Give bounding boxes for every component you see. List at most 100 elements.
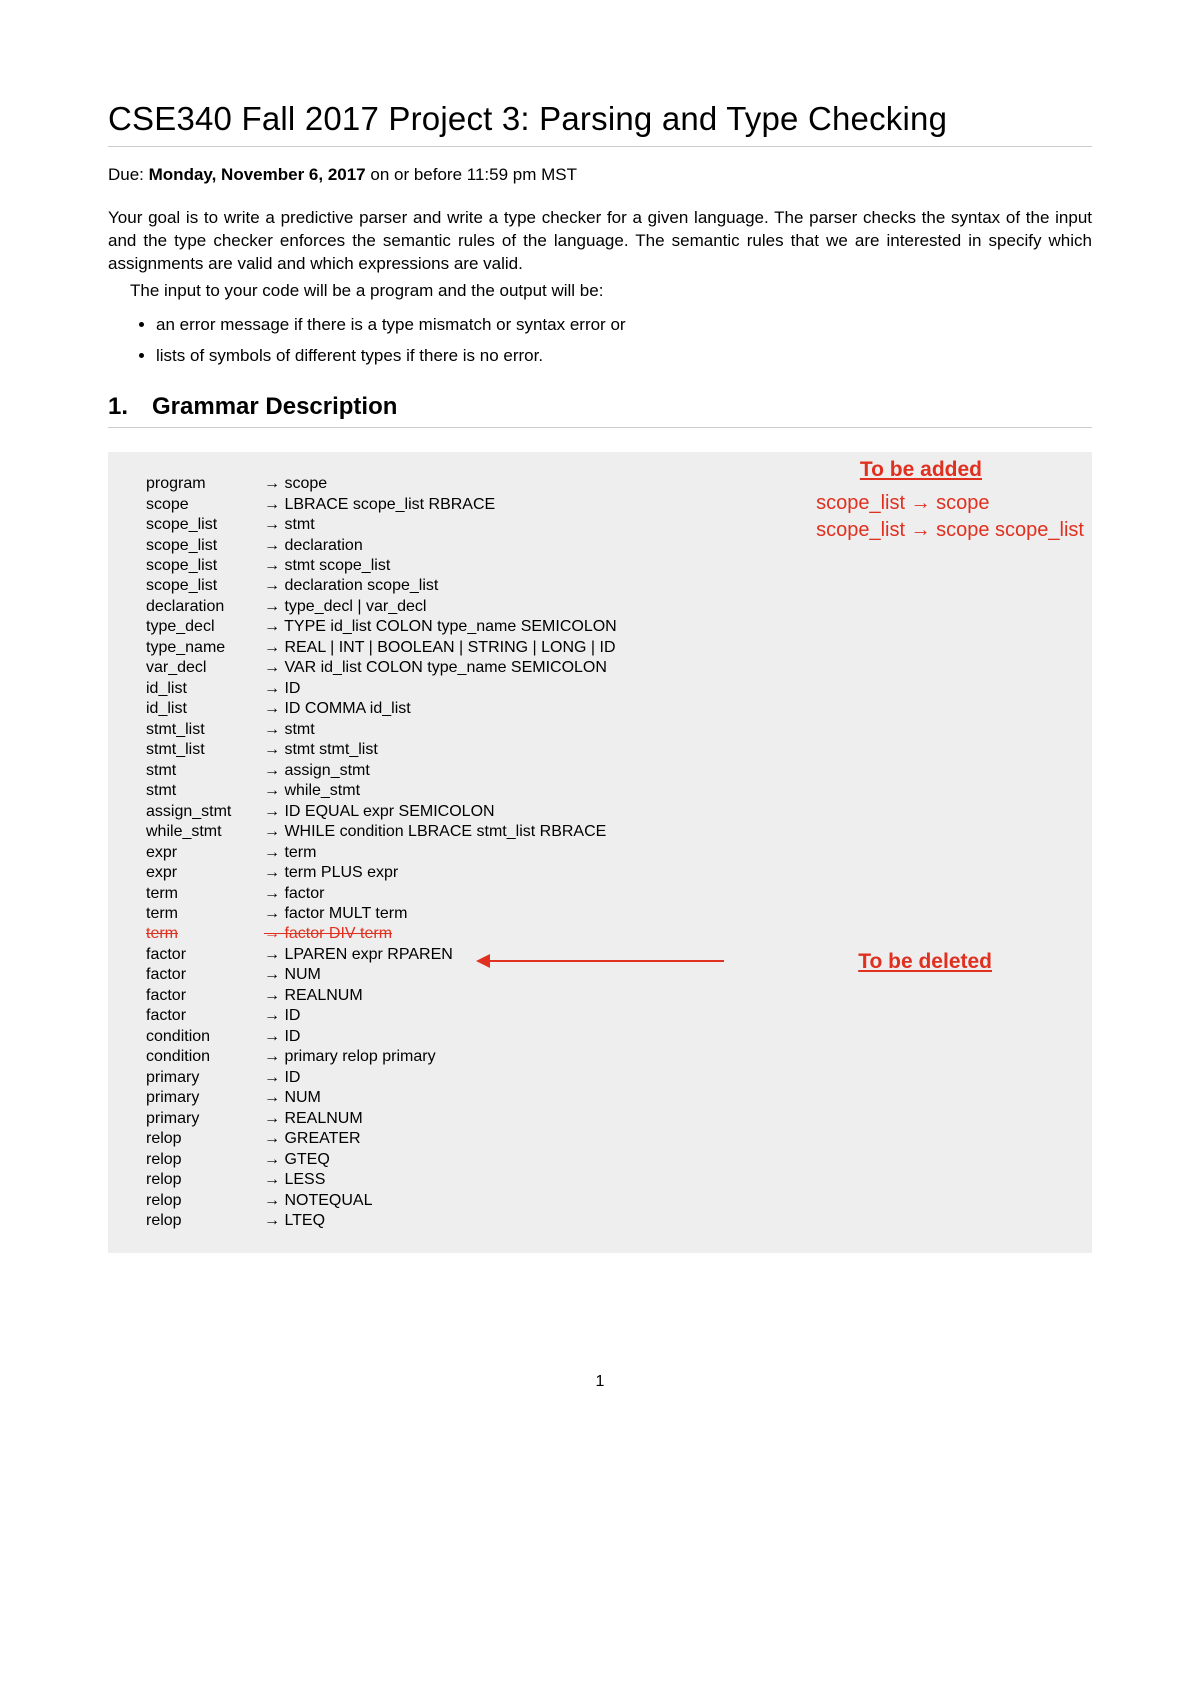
grammar-lhs: relop [146,1211,264,1231]
grammar-lhs: term [146,924,264,944]
grammar-lhs: stmt_list [146,720,264,740]
grammar-block: To be added scope_list → scope scope_lis… [108,452,1092,1253]
grammar-lhs: scope_list [146,515,264,535]
grammar-rhs: → factor [264,884,1054,904]
grammar-lhs: stmt [146,781,264,801]
grammar-rule: primary→ NUM [146,1088,1054,1108]
grammar-lhs: factor [146,945,264,965]
grammar-lhs: condition [146,1047,264,1067]
grammar-rhs: → stmt stmt_list [264,740,1054,760]
intro-paragraph-2: The input to your code will be a program… [108,280,1092,303]
bullet-item: lists of symbols of different types if t… [156,342,1092,369]
grammar-rule: term→ factor DIV term [146,924,1054,944]
grammar-lhs: factor [146,986,264,1006]
grammar-rhs: → LTEQ [264,1211,1054,1231]
grammar-lhs: id_list [146,699,264,719]
grammar-rule: id_list→ ID COMMA id_list [146,699,1054,719]
grammar-rule: relop→ LTEQ [146,1211,1054,1231]
grammar-rule: stmt→ assign_stmt [146,761,1054,781]
grammar-lhs: scope_list [146,576,264,596]
grammar-rhs: → GREATER [264,1129,1054,1149]
grammar-rule: stmt_list→ stmt stmt_list [146,740,1054,760]
grammar-rule: condition→ primary relop primary [146,1047,1054,1067]
grammar-lhs: stmt [146,761,264,781]
grammar-rule: condition→ ID [146,1027,1054,1047]
grammar-lhs: assign_stmt [146,802,264,822]
section-title: Grammar Description [152,393,397,420]
grammar-lhs: stmt_list [146,740,264,760]
grammar-lhs: factor [146,1006,264,1026]
grammar-rule: scope_list→ declaration scope_list [146,576,1054,596]
grammar-lhs: expr [146,863,264,883]
grammar-rhs: → stmt [264,720,1054,740]
grammar-lhs: condition [146,1027,264,1047]
grammar-rhs: → REALNUM [264,1109,1054,1129]
grammar-lhs: program [146,474,264,494]
grammar-rhs: → ID [264,1027,1054,1047]
grammar-lhs: relop [146,1150,264,1170]
grammar-rhs: → type_decl | var_decl [264,597,1054,617]
grammar-rule: expr→ term [146,843,1054,863]
grammar-lhs: scope_list [146,536,264,556]
grammar-rhs: → factor DIV term [264,924,1054,944]
added-rule-2: scope_list → scope scope_list [816,517,1084,544]
grammar-rule: stmt→ while_stmt [146,781,1054,801]
grammar-lhs: factor [146,965,264,985]
grammar-rule: scope_list→ stmt scope_list [146,556,1054,576]
grammar-rhs: → LESS [264,1170,1054,1190]
grammar-rhs: → REALNUM [264,986,1054,1006]
grammar-rule: type_decl→ TYPE id_list COLON type_name … [146,617,1054,637]
grammar-rule: assign_stmt→ ID EQUAL expr SEMICOLON [146,802,1054,822]
grammar-rhs: → REAL | INT | BOOLEAN | STRING | LONG |… [264,638,1054,658]
grammar-rhs: → term PLUS expr [264,863,1054,883]
grammar-rule: relop→ LESS [146,1170,1054,1190]
grammar-rule: stmt_list→ stmt [146,720,1054,740]
due-prefix: Due: [108,165,149,184]
section-number: 1. [108,393,152,421]
grammar-rule: term→ factor MULT term [146,904,1054,924]
page-number: 1 [108,1373,1092,1391]
grammar-rhs: → WHILE condition LBRACE stmt_list RBRAC… [264,822,1054,842]
deletion-arrow-icon [488,960,724,962]
grammar-rhs: → ID [264,1068,1054,1088]
grammar-rhs: → NOTEQUAL [264,1191,1054,1211]
grammar-lhs: primary [146,1109,264,1129]
grammar-lhs: relop [146,1170,264,1190]
grammar-rhs: → stmt scope_list [264,556,1054,576]
grammar-lhs: declaration [146,597,264,617]
grammar-rule: factor→ REALNUM [146,986,1054,1006]
grammar-rhs: → VAR id_list COLON type_name SEMICOLON [264,658,1054,678]
grammar-lhs: var_decl [146,658,264,678]
grammar-rhs: → while_stmt [264,781,1054,801]
grammar-rhs: → primary relop primary [264,1047,1054,1067]
grammar-rule: primary→ ID [146,1068,1054,1088]
grammar-lhs: expr [146,843,264,863]
annotation-to-be-deleted: To be deleted [858,950,992,974]
grammar-rhs: → ID COMMA id_list [264,699,1054,719]
grammar-rule: relop→ NOTEQUAL [146,1191,1054,1211]
grammar-lhs: relop [146,1129,264,1149]
grammar-rule: type_name→ REAL | INT | BOOLEAN | STRING… [146,638,1054,658]
grammar-lhs: term [146,904,264,924]
grammar-rule: expr→ term PLUS expr [146,863,1054,883]
grammar-rule: relop→ GTEQ [146,1150,1054,1170]
grammar-rhs: → ID EQUAL expr SEMICOLON [264,802,1054,822]
grammar-lhs: relop [146,1191,264,1211]
grammar-rhs: → ID [264,679,1054,699]
intro-paragraph-1: Your goal is to write a predictive parse… [108,207,1092,276]
document-page: CSE340 Fall 2017 Project 3: Parsing and … [0,0,1200,1451]
grammar-rule: primary→ REALNUM [146,1109,1054,1129]
grammar-lhs: type_name [146,638,264,658]
title-rule [108,146,1092,147]
grammar-lhs: scope_list [146,556,264,576]
added-rule-1: scope_list → scope [816,490,1084,517]
grammar-lhs: type_decl [146,617,264,637]
section-heading: 1.Grammar Description [108,393,1092,421]
grammar-rule: var_decl→ VAR id_list COLON type_name SE… [146,658,1054,678]
grammar-lhs: primary [146,1068,264,1088]
grammar-rhs: → GTEQ [264,1150,1054,1170]
grammar-rhs: → NUM [264,1088,1054,1108]
due-date: Monday, November 6, 2017 [149,165,366,184]
grammar-lhs: while_stmt [146,822,264,842]
grammar-lhs: term [146,884,264,904]
